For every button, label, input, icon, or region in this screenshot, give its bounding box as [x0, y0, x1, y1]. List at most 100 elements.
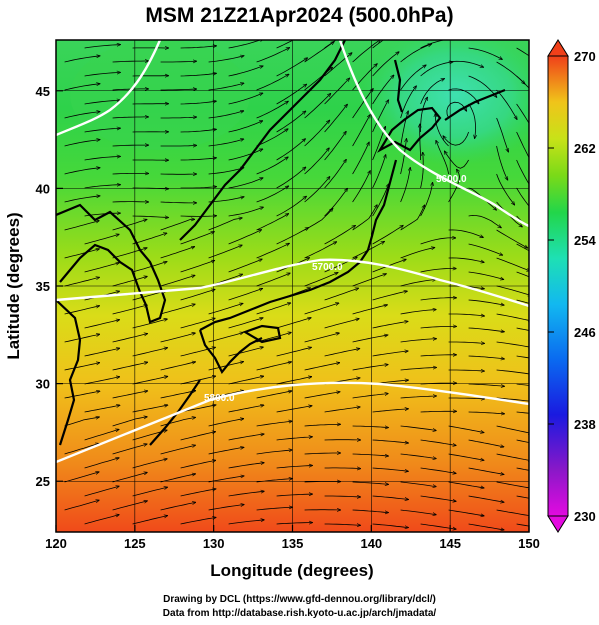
streamline — [160, 247, 195, 259]
streamline — [276, 228, 309, 245]
streamline — [160, 61, 197, 62]
streamline — [208, 168, 244, 175]
streamline — [256, 421, 293, 427]
streamline — [436, 140, 449, 175]
colorbar-scale — [547, 55, 569, 517]
streamline — [468, 467, 504, 475]
streamline — [84, 128, 121, 133]
streamline — [468, 47, 503, 60]
streamline — [446, 101, 467, 119]
streamline — [160, 275, 195, 287]
y-tick-label: 35 — [36, 279, 50, 294]
streamline — [420, 182, 433, 217]
streamline — [324, 288, 359, 301]
streamline — [324, 407, 361, 413]
streamline — [84, 348, 120, 357]
streamline — [180, 318, 216, 329]
streamline — [180, 460, 216, 469]
streamline — [208, 56, 244, 63]
streamline — [112, 219, 147, 231]
streamline — [276, 406, 312, 413]
streamline — [132, 262, 167, 273]
height-contours — [56, 40, 529, 464]
streamline — [276, 347, 312, 357]
streamline — [420, 298, 457, 301]
credits: Drawing by DCL (https://www.gfd-dennou.o… — [0, 593, 599, 621]
streamline — [228, 93, 263, 105]
streamline — [160, 417, 196, 427]
streamline — [352, 89, 374, 119]
colorbar-tick-label: 246 — [574, 325, 596, 340]
streamline — [64, 391, 100, 399]
streamline — [84, 100, 121, 105]
streamline — [180, 232, 215, 245]
streamline — [372, 321, 408, 329]
streamline — [132, 319, 168, 329]
streamline — [372, 75, 394, 105]
credit-data: Data from http://database.rish.kyoto-u.a… — [162, 608, 437, 619]
streamline — [64, 221, 100, 231]
streamline — [516, 355, 529, 359]
streamline — [64, 140, 100, 147]
streamline — [64, 196, 100, 203]
streamline — [208, 476, 245, 483]
streamline — [372, 439, 409, 443]
streamline — [228, 463, 265, 469]
credit-drawing: Drawing by DCL (https://www.gfd-dennou.o… — [163, 594, 436, 605]
streamline — [448, 398, 485, 399]
streamline — [468, 271, 504, 280]
streamline — [304, 482, 341, 483]
streamline — [112, 305, 148, 315]
streamline — [324, 104, 348, 133]
x-tick-label: 120 — [45, 536, 67, 551]
streamline — [64, 472, 100, 483]
streamline — [276, 111, 306, 133]
streamline — [228, 149, 263, 161]
colorbar-tick-label: 230 — [574, 509, 596, 524]
streamline — [400, 279, 436, 287]
streamline — [372, 52, 400, 77]
x-tick-label: 150 — [518, 536, 540, 551]
streamline — [256, 48, 290, 63]
streamline — [112, 248, 148, 259]
streamline — [64, 417, 100, 427]
streamline — [256, 243, 290, 259]
streamline — [160, 202, 197, 203]
streamline — [420, 79, 445, 105]
y-tick-label: 40 — [36, 181, 50, 196]
streamline — [516, 243, 529, 252]
streamline — [256, 157, 289, 175]
streamline — [228, 347, 264, 357]
streamline — [400, 396, 437, 399]
streamline — [276, 494, 313, 497]
streamline — [400, 205, 425, 231]
streamline — [448, 370, 485, 371]
streamline — [228, 288, 263, 301]
streamline — [160, 89, 197, 90]
streamline — [516, 131, 529, 159]
streamline — [208, 139, 244, 147]
streamline — [160, 362, 196, 371]
streamline — [352, 509, 389, 513]
streamline — [324, 496, 361, 497]
streamline — [372, 155, 386, 189]
streamline — [516, 47, 529, 57]
streamline — [132, 516, 168, 525]
streamline — [304, 424, 341, 427]
streamline — [64, 500, 100, 511]
streamline — [180, 405, 216, 413]
streamline — [228, 230, 262, 245]
streamline — [352, 205, 378, 231]
streamline — [468, 243, 503, 255]
streamline — [468, 439, 504, 447]
streamline — [372, 184, 389, 217]
streamline — [516, 103, 529, 124]
streamline — [400, 509, 437, 515]
streamline — [516, 271, 529, 278]
streamline — [256, 101, 289, 119]
streamline — [256, 362, 292, 371]
contour-labels: 5800.0 5700.0 5600.0 — [204, 174, 467, 404]
streamline — [468, 411, 505, 414]
streamline — [160, 445, 196, 455]
streamline — [228, 40, 264, 49]
